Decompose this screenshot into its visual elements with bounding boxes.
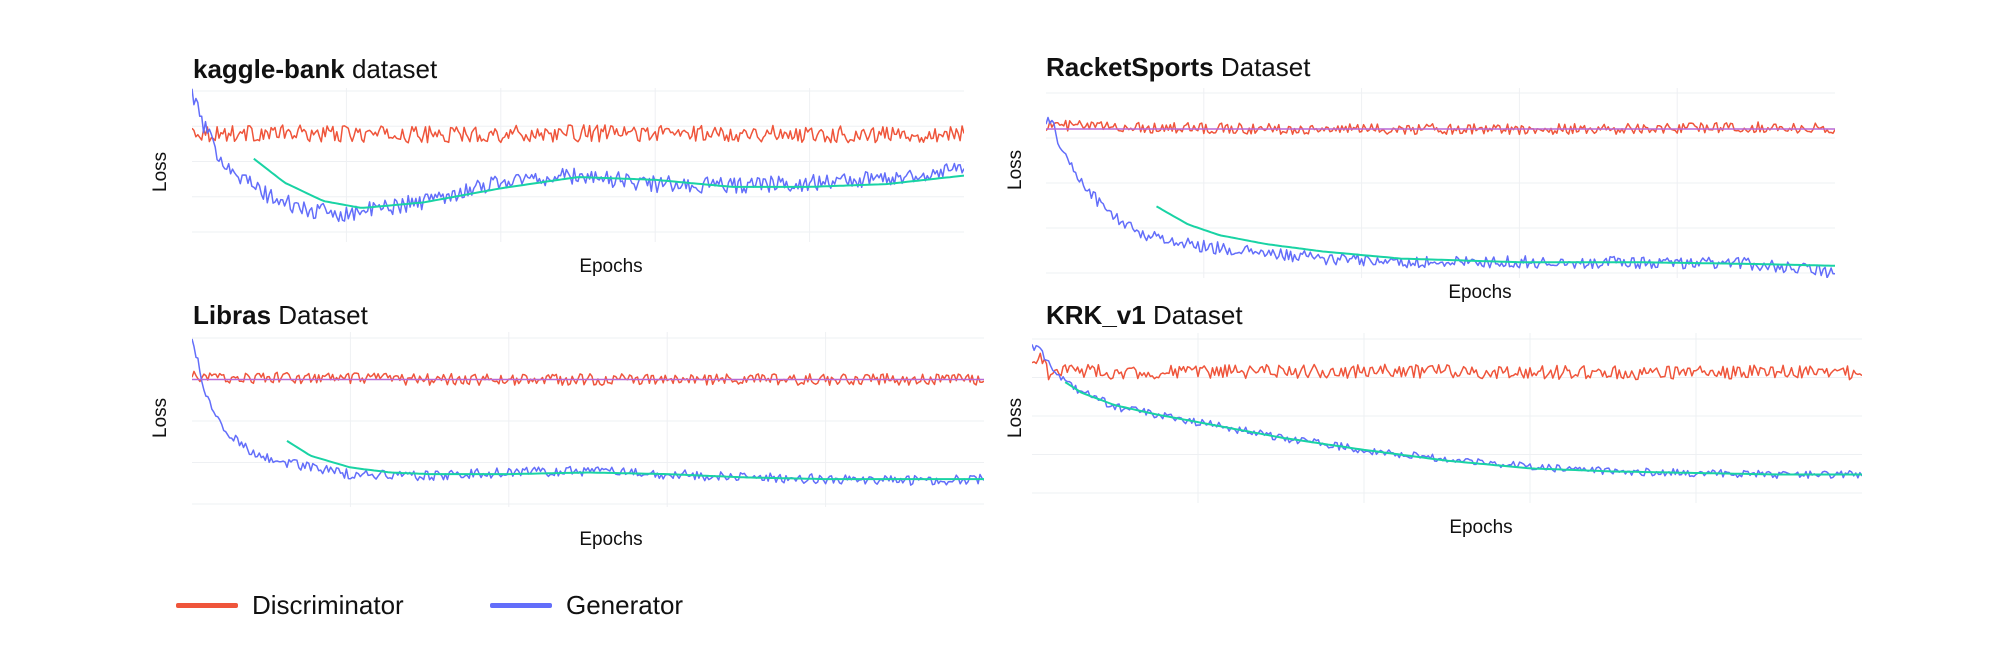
chart-title-bold: RacketSports (1046, 52, 1214, 82)
chart-title: kaggle-bank dataset (193, 54, 437, 85)
chart-title: KRK_v1 Dataset (1046, 300, 1243, 331)
x-axis-label: Epochs (579, 529, 643, 550)
chart-title: RacketSports Dataset (1046, 52, 1310, 83)
series-line-discriminator (1046, 119, 1835, 136)
legend-item-discriminator: Discriminator (176, 590, 404, 621)
series-line-discriminator (192, 124, 964, 144)
chart-title: Libras Dataset (193, 300, 368, 331)
series-line-generator (192, 88, 964, 223)
series-line-generator (1032, 344, 1862, 480)
chart-title-rest: Dataset (1145, 300, 1243, 330)
series-line-discriminator (192, 370, 984, 386)
legend-label: Discriminator (252, 590, 404, 620)
plot-area-krk-v1 (1032, 333, 1862, 503)
chart-title-rest: dataset (344, 54, 438, 84)
y-axis-label: Loss (150, 151, 171, 192)
series-line-generator (192, 338, 984, 486)
trend-line (1156, 205, 1835, 267)
legend-label: Generator (566, 590, 684, 620)
x-axis-label: Epochs (579, 256, 643, 277)
chart-title-rest: Dataset (1213, 52, 1311, 82)
legend-item-generator: Generator (490, 590, 683, 621)
plot-area-libras (192, 332, 984, 507)
plot-area-kaggle-bank (192, 88, 964, 242)
trend-line (286, 440, 984, 481)
series-line-generator (1046, 116, 1835, 278)
trend-line (1064, 381, 1862, 476)
legend-swatch-discriminator (176, 603, 238, 608)
x-axis-label: Epochs (1448, 282, 1512, 303)
plot-area-racketsports (1046, 88, 1835, 278)
y-axis-label: Loss (1005, 149, 1026, 190)
series-line-discriminator (1032, 352, 1862, 381)
chart-title-bold: Libras (193, 300, 272, 330)
chart-title-rest: Dataset (271, 300, 368, 330)
trend-line (253, 157, 964, 209)
chart-title-bold: KRK_v1 (1046, 300, 1146, 330)
y-axis-label: Loss (150, 397, 171, 438)
chart-title-bold: kaggle-bank (193, 54, 345, 84)
y-axis-label: Loss (1005, 397, 1026, 438)
legend-swatch-generator (490, 603, 552, 608)
x-axis-label: Epochs (1449, 517, 1513, 538)
